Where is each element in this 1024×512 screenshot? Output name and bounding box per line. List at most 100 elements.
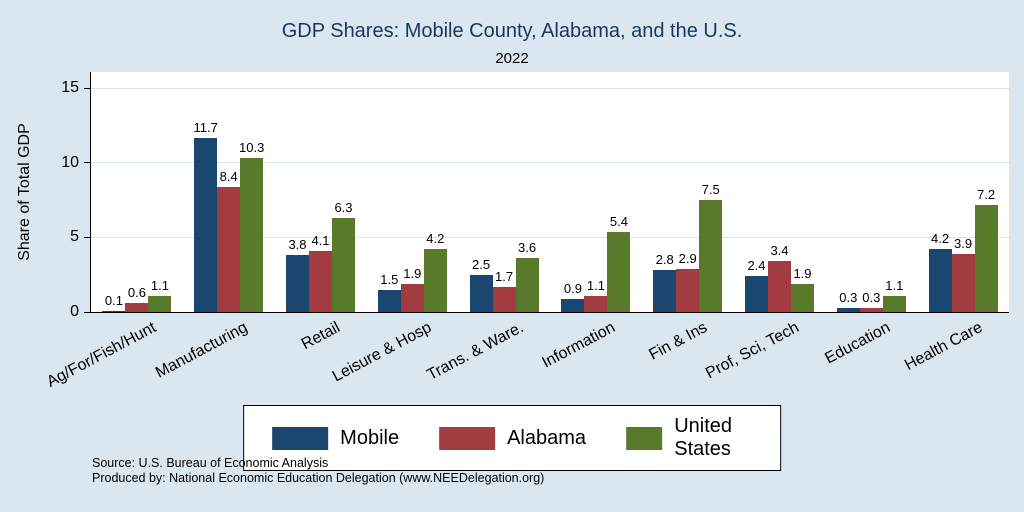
bar-value-label: 0.3: [839, 289, 858, 305]
bar-mobile-manufacturing: 11.7: [194, 120, 218, 312]
bar-mobile-ag-for-fish-hunt: 0.1: [102, 293, 126, 312]
bar-alabama-information: 1.1: [584, 278, 608, 312]
source-note: Source: U.S. Bureau of Economic Analysis…: [92, 456, 544, 486]
bar-value-label: 0.9: [563, 280, 582, 296]
chart-title: GDP Shares: Mobile County, Alabama, and …: [281, 20, 743, 42]
bar-alabama-trans-ware: 1.7: [492, 269, 516, 312]
y-tick-label-10: 10: [61, 153, 79, 171]
legend-label-mobile: Mobile: [340, 426, 400, 449]
bar-value-label: 2.5: [472, 256, 491, 272]
bar-united-states-leisure-hosp: 4.2: [423, 231, 447, 312]
source-line-1: Source: U.S. Bureau of Economic Analysis: [92, 456, 329, 470]
legend-swatch-mobile: [272, 426, 329, 450]
bar-value-label: 7.5: [701, 182, 720, 198]
x-tick-label-prof-sci-tech: Prof, Sci, Tech: [702, 319, 802, 383]
bar-united-states-information: 5.4: [607, 214, 631, 312]
source-line-2: Produced by: National Economic Education…: [92, 471, 545, 485]
x-tick-label-retail: Retail: [298, 319, 343, 354]
bar-value-label: 2.9: [678, 250, 697, 266]
bar-alabama-leisure-hosp: 1.9: [400, 266, 424, 312]
x-tick-label-leisure-hosp: Leisure & Hosp: [329, 319, 435, 386]
bar-mobile-health-care: 4.2: [928, 231, 952, 312]
legend: Mobile Alabama United States: [243, 405, 781, 471]
bar-united-states-ag-for-fish-hunt: 1.1: [148, 278, 172, 312]
bar-united-states-health-care: 7.2: [974, 187, 998, 312]
plot-area: 0 5 10 15 0.1 0.6 1.1 Ag/For/Fish/Hunt 11.7 8.4 10…: [44, 72, 1009, 391]
bar-value-label: 1.9: [793, 265, 812, 281]
bar-group-leisure-hosp: 1.5 1.9 4.2: [366, 72, 458, 312]
y-tick-label-0: 0: [70, 303, 79, 320]
bar-group-prof-sci-tech: 2.4 3.4 1.9: [734, 72, 826, 312]
bar-alabama-health-care: 3.9: [951, 236, 975, 312]
bar-mobile-retail: 3.8: [285, 237, 309, 312]
y-tick-label-15: 15: [61, 79, 79, 97]
bar-value-label: 1.7: [495, 268, 514, 284]
bar-mobile-information: 0.9: [561, 281, 585, 312]
bar-value-label: 3.4: [770, 243, 789, 259]
bar-value-label: 5.4: [609, 213, 628, 229]
bar-value-label: 1.9: [403, 265, 422, 281]
bar-mobile-education: 0.3: [836, 290, 860, 312]
x-tick-label-manufacturing: Manufacturing: [153, 319, 251, 382]
bar-value-label: 8.4: [219, 168, 238, 184]
x-tick-label-trans-ware: Trans. & Ware.: [424, 319, 527, 384]
legend-label-alabama: Alabama: [507, 426, 587, 449]
bar-value-label: 4.1: [311, 232, 330, 248]
bar-united-states-education: 1.1: [882, 278, 906, 312]
legend-entry-alabama: Alabama: [439, 426, 587, 450]
x-tick-label-information: Information: [539, 319, 618, 372]
x-tick-label-fin-ins: Fin & Ins: [645, 319, 710, 364]
y-tick-0: [84, 311, 90, 313]
bar-united-states-fin-ins: 7.5: [699, 182, 723, 312]
y-tick-label-5: 5: [70, 228, 79, 246]
gridline-y-10: [91, 162, 1009, 164]
y-tick-15: [84, 87, 90, 89]
bar-value-label: 2.4: [747, 258, 766, 274]
bar-united-states-prof-sci-tech: 1.9: [790, 266, 814, 312]
bar-alabama-retail: 4.1: [308, 233, 332, 312]
bar-mobile-trans-ware: 2.5: [469, 257, 493, 312]
bar-value-label: 3.8: [288, 237, 307, 253]
x-tick-label-education: Education: [822, 319, 894, 368]
y-tick-10: [84, 162, 90, 164]
bar-group-manufacturing: 11.7 8.4 10.3: [183, 72, 275, 312]
bar-value-label: 10.3: [239, 140, 265, 156]
bar-value-label: 0.1: [104, 292, 123, 308]
bar-alabama-manufacturing: 8.4: [217, 169, 241, 312]
gridline-y-15: [91, 87, 1009, 89]
bar-group-retail: 3.8 4.1 6.3: [275, 72, 367, 312]
bar-mobile-leisure-hosp: 1.5: [377, 272, 401, 312]
legend-entry-united-states: United States: [626, 415, 752, 461]
bar-united-states-manufacturing: 10.3: [239, 140, 264, 312]
bar-group-trans-ware: 2.5 1.7 3.6: [458, 72, 550, 312]
y-tick-5: [84, 236, 90, 238]
bar-value-label: 1.1: [150, 277, 169, 293]
x-tick-label-ag-for-fish-hunt: Ag/For/Fish/Hunt: [44, 319, 159, 391]
bar-value-label: 3.9: [954, 235, 973, 251]
legend-swatch-alabama: [439, 426, 496, 450]
bar-mobile-fin-ins: 2.8: [653, 252, 677, 312]
bar-value-label: 3.6: [518, 240, 537, 256]
bar-group-ag-for-fish-hunt: 0.1 0.6 1.1: [91, 72, 183, 312]
bar-group-information: 0.9 1.1 5.4: [550, 72, 642, 312]
gridline-y-5: [91, 236, 1009, 238]
bar-value-label: 4.2: [426, 231, 445, 247]
bar-mobile-prof-sci-tech: 2.4: [744, 258, 768, 312]
bar-group-health-care: 4.2 3.9 7.2: [917, 72, 1009, 312]
bar-united-states-retail: 6.3: [331, 200, 355, 312]
bar-group-education: 0.3 0.3 1.1: [825, 72, 917, 312]
bar-value-label: 2.8: [655, 252, 674, 268]
bar-value-label: 1.5: [380, 271, 399, 287]
bar-value-label: 6.3: [334, 200, 353, 216]
bar-value-label: 4.2: [931, 231, 950, 247]
legend-label-united-states: United States: [674, 415, 733, 460]
bar-value-label: 0.6: [127, 285, 146, 301]
chart-subtitle: 2022: [495, 50, 529, 67]
bar-alabama-education: 0.3: [859, 290, 883, 312]
legend-swatch-united-states: [626, 426, 663, 450]
bar-value-label: 1.1: [586, 277, 605, 293]
bar-value-label: 7.2: [977, 186, 996, 202]
x-tick-label-health-care: Health Care: [901, 319, 986, 375]
bar-group-fin-ins: 2.8 2.9 7.5: [642, 72, 734, 312]
